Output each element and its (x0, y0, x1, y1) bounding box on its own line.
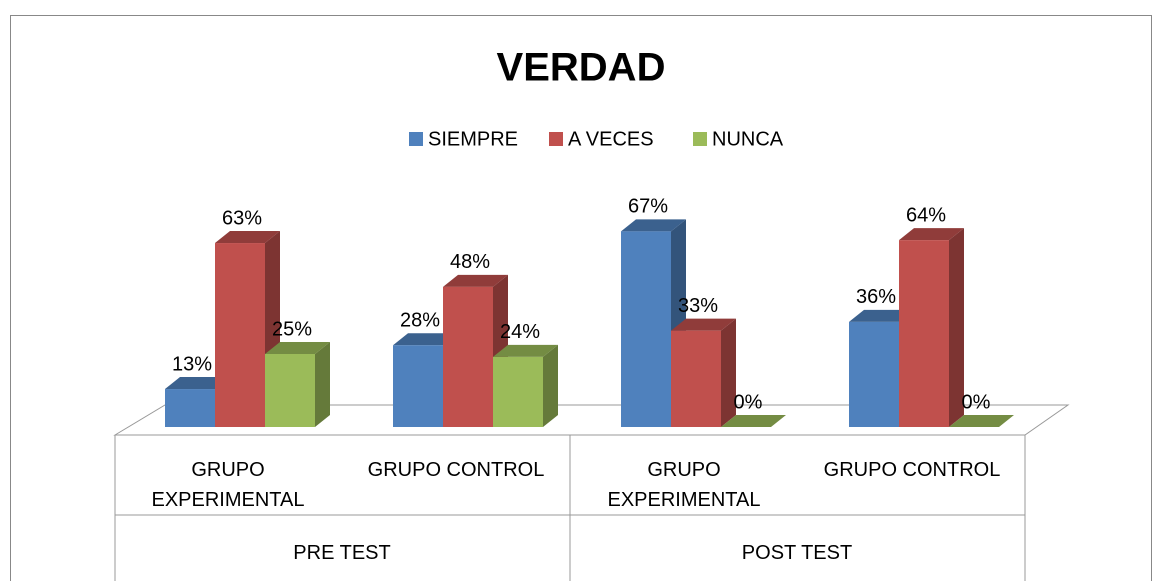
value-label: 67% (628, 196, 668, 218)
bar-top (393, 333, 458, 346)
bar-front (215, 243, 265, 427)
value-label: 13% (172, 353, 212, 375)
bar-top (215, 231, 280, 244)
bar-front (165, 389, 215, 427)
value-label: 0% (734, 391, 763, 413)
legend-swatch (409, 132, 423, 146)
bar-top (899, 228, 964, 241)
legend-label: SIEMPRE (428, 128, 518, 150)
bar (443, 274, 508, 427)
category-label: GRUPO CONTROL (823, 459, 1001, 481)
value-label: 63% (222, 207, 262, 229)
bar-side (543, 344, 558, 427)
bar-top (621, 219, 686, 232)
value-label: 25% (272, 318, 312, 340)
bar-top (493, 344, 558, 357)
bar-top (949, 415, 1014, 427)
bar-front (899, 240, 949, 427)
bar-front (265, 354, 315, 427)
bar-top (443, 274, 508, 287)
bar-side (949, 228, 964, 427)
bar-side (315, 342, 330, 427)
bar-top (165, 377, 230, 390)
bar-side (721, 318, 736, 427)
floor (113, 404, 1070, 436)
bar (721, 415, 786, 427)
bar-front (443, 286, 493, 427)
bar (899, 228, 964, 427)
category-label: GRUPO EXPERIMENTAL (607, 459, 761, 511)
category-label: GRUPO EXPERIMENTAL (151, 459, 305, 511)
bar-front (621, 231, 671, 427)
value-label: 24% (500, 321, 540, 343)
legend-swatch (693, 132, 707, 146)
legend-label: A VECES (568, 128, 654, 150)
bar-top (721, 415, 786, 427)
bar (949, 415, 1014, 427)
bar-front (671, 330, 721, 427)
value-label: 0% (962, 391, 991, 413)
bar-front (493, 356, 543, 427)
bar-top (849, 309, 914, 322)
category-table (114, 435, 1026, 581)
group-label: PRE TEST (293, 542, 391, 564)
value-label: 64% (906, 204, 946, 226)
category-label: GRUPO CONTROL (367, 459, 545, 481)
bar-top (265, 342, 330, 354)
group-label: POST TEST (741, 542, 853, 564)
bar-top (671, 318, 736, 331)
legend-label: NUNCA (712, 128, 784, 150)
bar-front (393, 345, 443, 427)
legend-swatch (549, 132, 563, 146)
bar-front (849, 321, 899, 427)
chart-title: VERDAD (497, 46, 666, 90)
bar (671, 318, 736, 427)
value-label: 28% (400, 310, 440, 332)
bar (493, 344, 558, 427)
bar (265, 342, 330, 427)
value-label: 48% (450, 251, 490, 273)
value-label: 36% (856, 286, 896, 308)
value-label: 33% (678, 295, 718, 317)
